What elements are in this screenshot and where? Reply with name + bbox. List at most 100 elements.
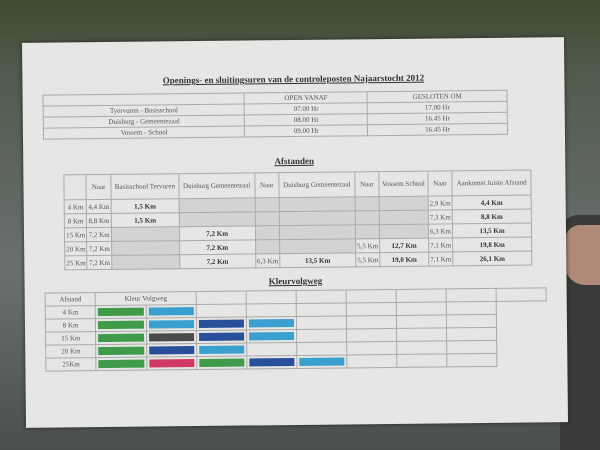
table-cell [254,225,280,240]
table-cell: 20 Km [45,344,97,359]
color-route-table: Afstand Kleur Volgweg 4 Km 8 Km 15 Km 20 Km 25… [45,287,548,372]
table-cell: 7,2 Km [86,227,112,242]
table-cell [111,226,180,242]
table-cell [396,314,447,329]
color-swatch-lightblue [199,345,245,355]
table-cell [255,239,280,254]
table-cell: Kleur Volgweg [95,291,197,306]
color-swatch-green [199,358,245,368]
table-cell: 4 Km [64,199,87,214]
table-cell: 7,3 Km [428,209,453,225]
table-cell [246,290,297,305]
table-cell [146,330,197,345]
table-cell [296,315,347,330]
table-cell [346,289,397,303]
color-swatch-lightblue [248,319,294,328]
table-cell: 4,4 Km [86,199,112,214]
hours-table: OPEN VANAF GESLOTEN OM Tyervuren - Basissc… [43,90,508,140]
table-cell [279,238,356,254]
table-cell [196,343,247,357]
table-cell: Naar [354,171,380,197]
table-cell: 25Km [45,357,97,372]
table-cell: 7,1 Km [428,237,453,253]
color-swatch-lightblue [148,320,194,329]
table-cell [446,301,497,315]
page-title: Openings- en sluitingsuren van de contro… [162,72,425,86]
table-cell: 5,5 Km [355,238,380,253]
color-swatch-green [98,320,144,330]
table-cell [63,174,87,200]
color-swatch-darkblue [198,332,245,342]
table-cell: 7,2 Km [87,255,112,270]
table-cell [279,224,356,240]
table-cell [146,317,197,332]
table-cell [296,302,347,317]
table-cell [96,357,147,371]
table-cell: 19,0 Km [379,252,429,267]
table-cell [246,329,297,344]
table-cell [446,314,497,328]
table-cell: Basisschool Tervuren [110,173,179,200]
table-cell [254,211,280,226]
table-cell: 7,2 Km [87,241,112,256]
table-cell [196,330,247,344]
table-cell: 7,2 Km [179,225,256,241]
table-cell [96,344,147,358]
table-cell: 8,8 Km [452,209,532,224]
table-cell: 4 Km [45,305,96,320]
table-cell: 26,1 Km [452,251,532,266]
table-cell: 15 Km [45,331,97,346]
table-cell: Naar [254,172,280,198]
table-cell: 4,4 Km [452,195,532,210]
color-swatch-darkblue [148,346,195,355]
table-cell [95,305,147,319]
table-cell: 19,8 Km [452,237,532,252]
table-cell [279,196,355,212]
table-cell [296,289,347,304]
table-cell [246,342,297,357]
table-cell [346,302,397,316]
table-cell: 5,5 Km [355,252,380,267]
table-cell [196,317,247,331]
table-cell: 8 Km [45,318,96,333]
table-cell [296,328,347,343]
table-cell: 1,5 Km [111,212,180,228]
table-cell [145,304,197,319]
distances-table: Naar Basisschool Tervuren Duisburg Gemeent… [63,170,532,271]
table-cell [354,210,380,225]
table-cell: 7,2 Km [179,239,256,255]
table-cell [396,327,447,342]
table-cell [379,224,429,239]
color-swatch-green [98,307,144,317]
table-cell [146,356,197,371]
table-cell [379,210,429,225]
table-cell: 20 Km [64,241,88,256]
table-cell [196,356,247,370]
table-cell [354,196,380,211]
color-swatch-green [98,333,144,343]
color-swatch-green [98,359,145,369]
table-cell [496,287,547,302]
table-cell [279,210,356,226]
table-cell: 7,2 Km [179,253,256,269]
table-cell [346,315,397,329]
table-cell [296,354,347,369]
table-cell [346,354,397,368]
table-cell [355,224,380,239]
table-cell: 25 Km [64,255,88,270]
color-swatch-darkblue [249,358,295,367]
table-cell: Afstand [45,292,96,307]
table-cell: 12,7 Km [379,238,429,253]
table-cell: Naar [86,174,111,200]
table-cell [195,291,247,305]
table-cell [179,211,255,227]
table-cell [346,328,397,342]
table-cell [146,343,197,358]
color-swatch-pink [148,359,195,368]
color-swatch-lightblue [299,357,345,366]
table-cell: 15 Km [64,227,88,242]
table-cell: Naar [427,170,453,197]
table-cell [296,341,347,356]
color-swatch-lightblue [148,307,194,316]
table-cell [95,331,147,345]
